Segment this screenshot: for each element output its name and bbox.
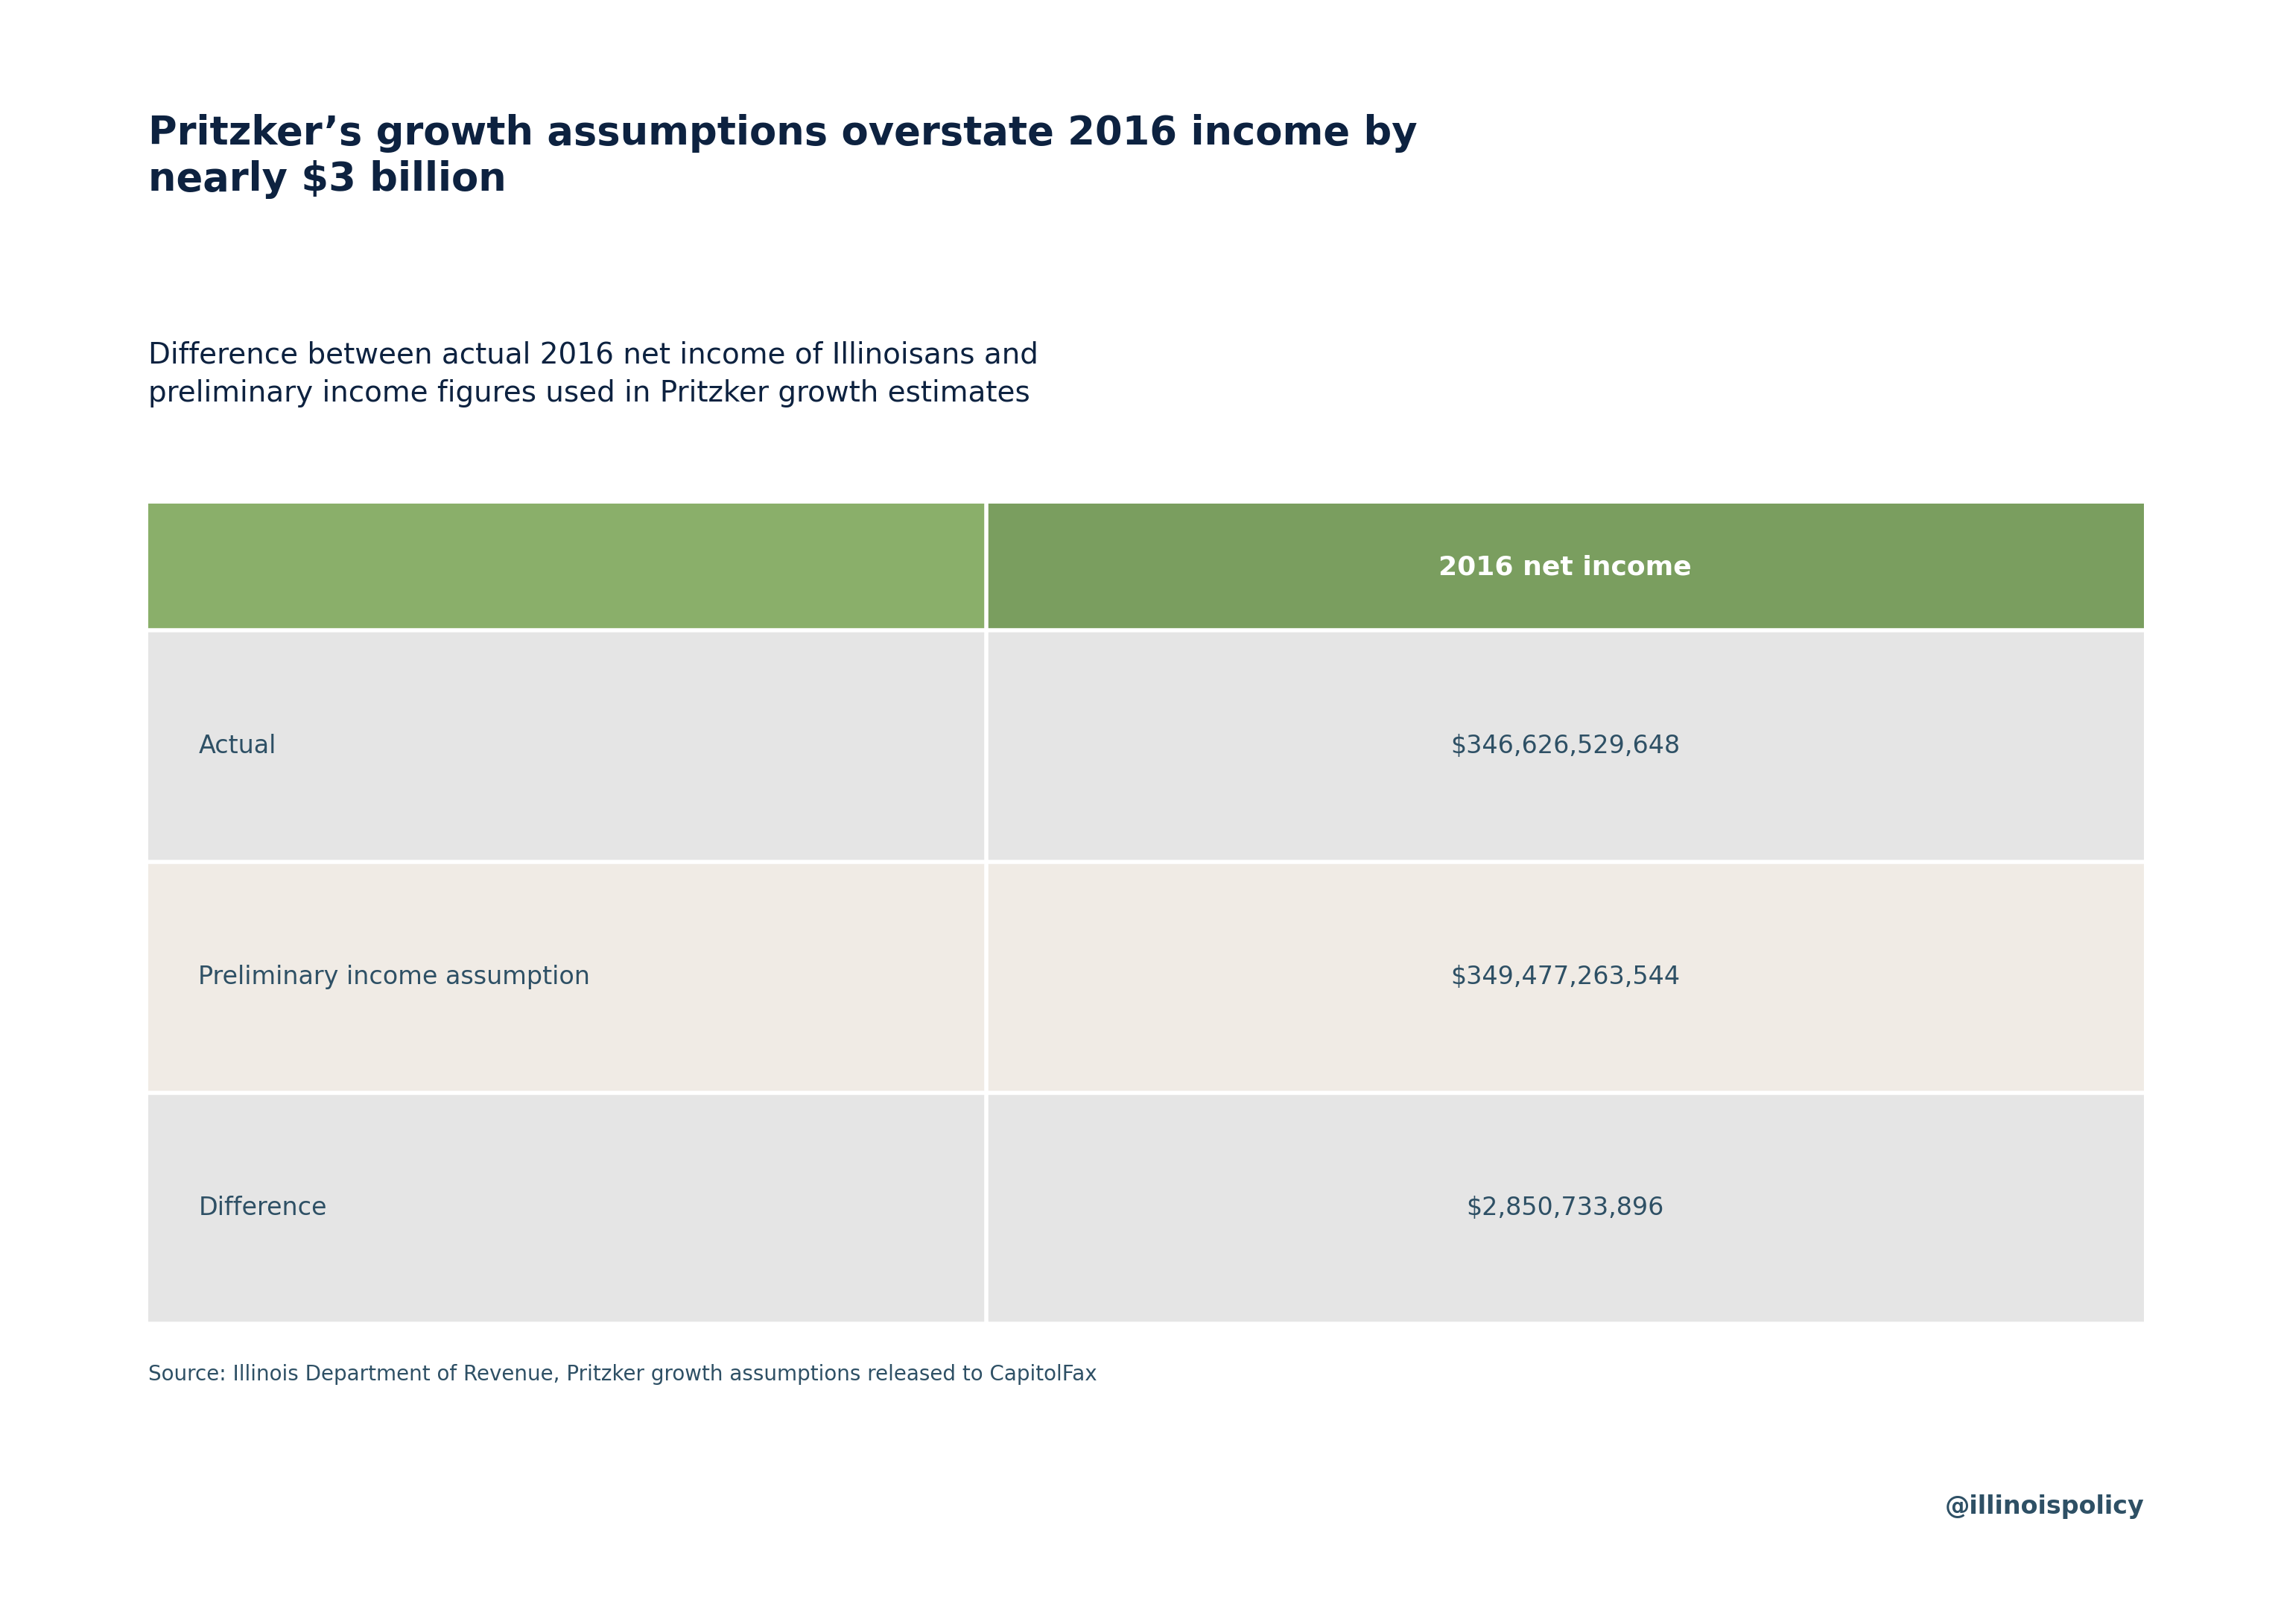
Text: Difference: Difference — [198, 1195, 326, 1220]
Bar — [988, 1093, 2144, 1324]
Bar — [988, 630, 2144, 862]
Bar — [148, 862, 988, 1093]
Text: Pritzker’s growth assumptions overstate 2016 income by
nearly $3 billion: Pritzker’s growth assumptions overstate … — [148, 114, 1417, 198]
Text: Actual: Actual — [198, 734, 276, 758]
Text: Difference between actual 2016 net income of Illinoisans and
preliminary income : Difference between actual 2016 net incom… — [148, 341, 1038, 408]
Bar — [148, 630, 988, 862]
Text: $2,850,733,896: $2,850,733,896 — [1467, 1195, 1665, 1220]
Bar — [148, 503, 988, 630]
Bar — [148, 1093, 988, 1324]
Bar — [988, 503, 2144, 630]
Bar — [988, 862, 2144, 1093]
Text: @illinoispolicy: @illinoispolicy — [1946, 1494, 2144, 1518]
Text: $349,477,263,544: $349,477,263,544 — [1451, 965, 1681, 989]
Text: 2016 net income: 2016 net income — [1439, 554, 1693, 580]
Text: $346,626,529,648: $346,626,529,648 — [1451, 734, 1681, 758]
Text: Preliminary income assumption: Preliminary income assumption — [198, 965, 591, 989]
Text: Source: Illinois Department of Revenue, Pritzker growth assumptions released to : Source: Illinois Department of Revenue, … — [148, 1364, 1097, 1385]
